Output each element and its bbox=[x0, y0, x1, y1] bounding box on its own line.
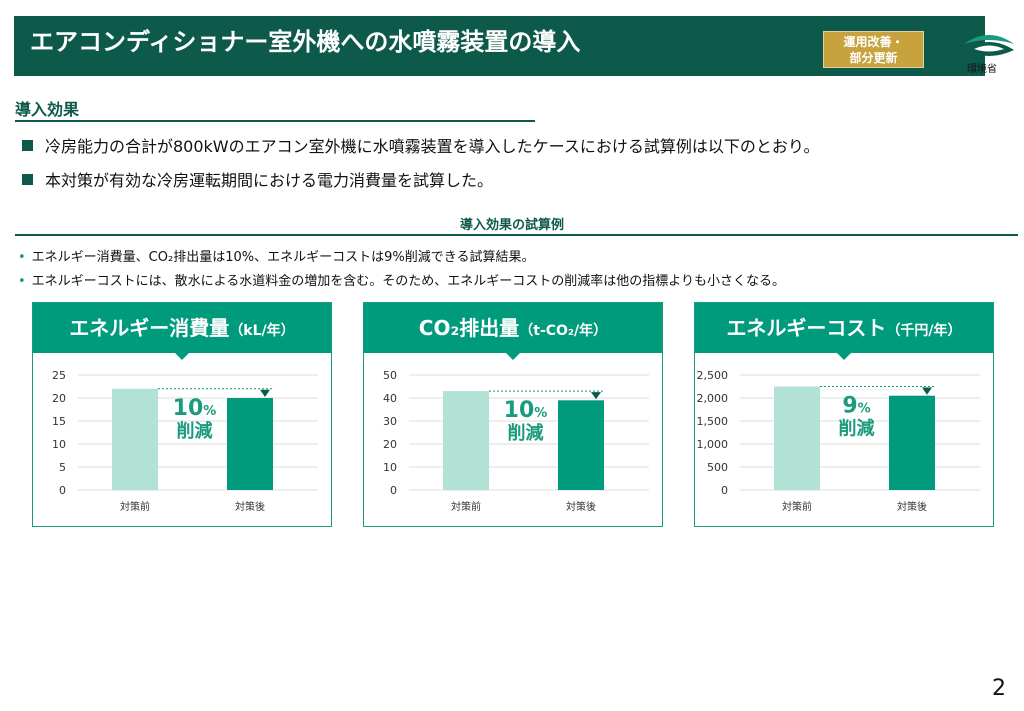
bar-after bbox=[558, 400, 604, 490]
header-notch bbox=[837, 353, 851, 360]
chart-panel-energy: エネルギー消費量（kL/年） 0 5 10 15 20 25 対策前 対策後 10% 削減 bbox=[32, 302, 332, 527]
bar-before bbox=[112, 388, 158, 490]
reduction-percent: % bbox=[203, 404, 216, 419]
category-tag: 運用改善・ 部分更新 bbox=[823, 31, 924, 68]
chart-svg: 0 10 20 30 40 50 対策前 対策後 10%削減 bbox=[383, 369, 649, 513]
y-tick-label: 30 bbox=[383, 415, 397, 428]
bullet-text: 冷房能力の合計が800kWのエアコン室外機に水噴霧装置を導入したケースにおける試… bbox=[45, 137, 820, 156]
bullet-item: 冷房能力の合計が800kWのエアコン室外機に水噴霧装置を導入したケースにおける試… bbox=[22, 133, 820, 157]
reduction-value: 10% bbox=[173, 396, 217, 421]
x-category-label: 対策前 bbox=[120, 500, 150, 513]
reduction-value: 9% bbox=[842, 394, 870, 419]
y-tick-label: 5 bbox=[59, 461, 66, 474]
x-category-label: 対策後 bbox=[566, 500, 596, 513]
dot-bullet-icon: • bbox=[18, 250, 26, 265]
header-top-margin bbox=[0, 0, 985, 16]
y-tick-label: 25 bbox=[52, 369, 66, 382]
bar-after bbox=[889, 395, 935, 490]
x-category-label: 対策後 bbox=[897, 500, 927, 513]
header-left-margin bbox=[0, 16, 14, 76]
y-tick-label: 10 bbox=[52, 438, 66, 451]
reduction-value: 10% bbox=[504, 398, 548, 423]
reduction-word: 削減 bbox=[508, 422, 544, 444]
ministry-logo-icon bbox=[964, 35, 1014, 56]
y-tick-label: 20 bbox=[52, 392, 66, 405]
x-category-label: 対策前 bbox=[782, 500, 812, 513]
chart-svg: 0 5 10 15 20 25 対策前 対策後 10%削減 bbox=[52, 369, 318, 513]
note-item: • エネルギーコストには、散水による水道料金の増加を含む。そのため、エネルギーコス… bbox=[18, 270, 785, 289]
subsection-underline bbox=[15, 234, 1018, 236]
y-tick-label: 50 bbox=[383, 369, 397, 382]
logo-text: 環境省 bbox=[967, 64, 997, 75]
x-category-label: 対策前 bbox=[451, 500, 481, 513]
reduction-word: 削減 bbox=[177, 420, 213, 442]
dot-bullet-icon: • bbox=[18, 274, 26, 289]
tag-line-1: 運用改善・ bbox=[843, 35, 904, 49]
chart-unit: （t-CO₂/年） bbox=[519, 323, 608, 339]
y-tick-label: 1,000 bbox=[697, 438, 729, 451]
note-text: エネルギーコストには、散水による水道料金の増加を含む。そのため、エネルギーコスト… bbox=[31, 274, 786, 289]
reduction-number: 9 bbox=[842, 394, 857, 419]
chart-header: エネルギー消費量（kL/年） bbox=[33, 303, 331, 360]
chart-header: CO₂排出量（t-CO₂/年） bbox=[364, 303, 662, 360]
y-tick-label: 0 bbox=[390, 484, 397, 497]
bullet-item: 本対策が有効な冷房運転期間における電力消費量を試算した。 bbox=[22, 167, 493, 191]
note-text: エネルギー消費量、CO₂排出量は10%、エネルギーコストは9%削減できる試算結果… bbox=[31, 250, 535, 265]
y-tick-label: 500 bbox=[707, 461, 728, 474]
reduction-number: 10 bbox=[173, 396, 204, 421]
y-tick-label: 15 bbox=[52, 415, 66, 428]
y-tick-label: 40 bbox=[383, 392, 397, 405]
bar-before bbox=[774, 386, 820, 490]
chart-title: エネルギー消費量 bbox=[69, 316, 230, 340]
bar-after bbox=[227, 398, 273, 490]
chart-title: エネルギーコスト bbox=[726, 316, 887, 340]
section-title: 導入効果 bbox=[15, 100, 80, 119]
y-tick-label: 2,000 bbox=[697, 392, 729, 405]
reduction-percent: % bbox=[858, 402, 871, 417]
chart-svg: 0 500 1,000 1,500 2,000 2,500 対策前 対策後 9%削減 bbox=[697, 369, 980, 513]
header-notch bbox=[506, 353, 520, 360]
square-bullet-icon bbox=[22, 174, 33, 185]
reduction-word: 削減 bbox=[839, 418, 875, 440]
bullet-text: 本対策が有効な冷房運転期間における電力消費量を試算した。 bbox=[45, 171, 494, 190]
subsection-title: 導入効果の試算例 bbox=[459, 218, 564, 233]
chart-panel-cost: エネルギーコスト（千円/年） 0 500 1,000 1,500 2,000 2,500 対… bbox=[694, 302, 994, 527]
chart-panel-co2: CO₂排出量（t-CO₂/年） 0 10 20 30 40 50 対策前 対策後 10% 削減 bbox=[363, 302, 663, 527]
y-tick-label: 2,500 bbox=[697, 369, 729, 382]
chart-header: エネルギーコスト（千円/年） bbox=[695, 303, 993, 360]
y-tick-label: 0 bbox=[721, 484, 728, 497]
page-title: エアコンディショナー室外機への水噴霧装置の導入 bbox=[30, 28, 581, 56]
reduction-percent: % bbox=[534, 406, 547, 421]
square-bullet-icon bbox=[22, 140, 33, 151]
down-arrow-icon bbox=[260, 389, 270, 397]
page-number: 2 bbox=[992, 676, 1006, 701]
chart-unit: （千円/年） bbox=[886, 323, 962, 339]
chart-title: CO₂排出量 bbox=[418, 316, 520, 340]
y-tick-label: 1,500 bbox=[697, 415, 729, 428]
down-arrow-icon bbox=[922, 387, 932, 395]
note-item: • エネルギー消費量、CO₂排出量は10%、エネルギーコストは9%削減できる試算結… bbox=[18, 246, 534, 265]
reduction-number: 10 bbox=[504, 398, 535, 423]
y-tick-label: 10 bbox=[383, 461, 397, 474]
header-notch bbox=[175, 353, 189, 360]
down-arrow-icon bbox=[591, 392, 601, 400]
x-category-label: 対策後 bbox=[235, 500, 265, 513]
section-underline bbox=[15, 120, 535, 122]
y-tick-label: 20 bbox=[383, 438, 397, 451]
chart-unit: （kL/年） bbox=[229, 323, 295, 339]
bar-before bbox=[443, 391, 489, 490]
tag-line-2: 部分更新 bbox=[849, 51, 898, 65]
y-tick-label: 0 bbox=[59, 484, 66, 497]
